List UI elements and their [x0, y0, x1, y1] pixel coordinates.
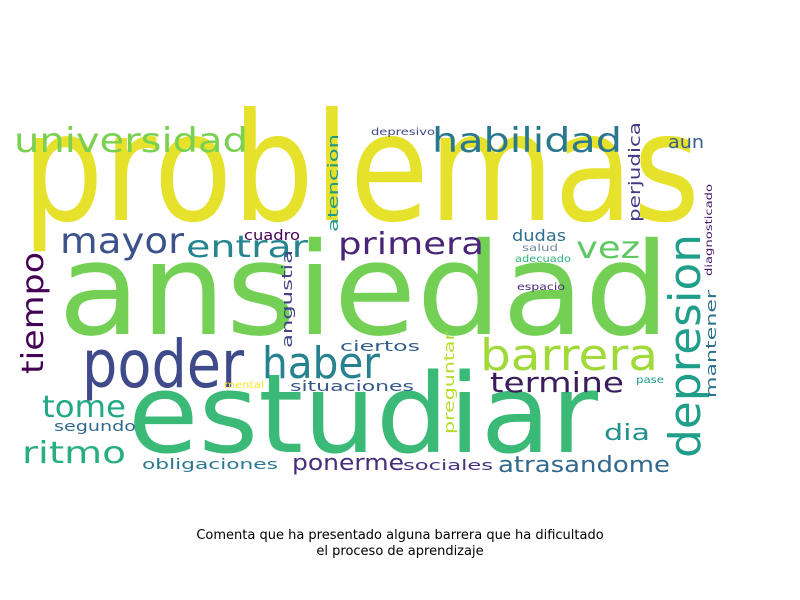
- word-espacio: espacio: [517, 282, 565, 293]
- word-depresivo: depresivo: [371, 127, 435, 138]
- word-cuadro: cuadro: [244, 228, 300, 244]
- word-ciertos: ciertos: [340, 339, 420, 355]
- word-ponerme: ponerme: [292, 451, 404, 476]
- word-primera: primera: [338, 227, 484, 262]
- word-dia: dia: [604, 421, 650, 446]
- word-estudiar: estudiar: [128, 350, 599, 478]
- caption-line-1: Comenta que ha presentado alguna barrera…: [196, 528, 604, 543]
- word-poder: poder: [82, 326, 245, 403]
- word-ansiedad: ansiedad: [58, 216, 670, 365]
- word-tiempo: tiempo: [16, 252, 51, 374]
- word-ritmo: ritmo: [22, 436, 126, 471]
- word-preguntar: preguntar: [442, 332, 458, 434]
- word-obligaciones: obligaciones: [142, 457, 278, 473]
- word-termine: termine: [490, 366, 624, 399]
- word-atrasandome: atrasandome: [498, 453, 670, 478]
- word-perjudica: perjudica: [625, 122, 644, 222]
- word-aun: aun: [668, 132, 704, 153]
- word-depresion: depresion: [660, 234, 711, 458]
- word-mantener: mantener: [704, 290, 720, 398]
- word-diagnosticado: diagnosticado: [704, 184, 715, 276]
- word-haber: haber: [262, 338, 381, 389]
- word-pase: pase: [636, 375, 664, 386]
- word-entrar: entrar: [186, 230, 309, 265]
- caption-line-2: el proceso de aprendizaje: [316, 544, 484, 559]
- word-problemas: problemas: [22, 82, 700, 256]
- word-dudas: dudas: [512, 226, 566, 245]
- word-universidad: universidad: [14, 121, 248, 161]
- word-segundo: segundo: [54, 419, 136, 435]
- word-situaciones: situaciones: [290, 379, 414, 395]
- word-vez: vez: [576, 231, 640, 266]
- figure-caption: Comenta que ha presentado alguna barrera…: [0, 528, 800, 560]
- word-salud: salud: [522, 243, 558, 254]
- word-mayor: mayor: [60, 221, 184, 262]
- word-habilidad: habilidad: [432, 121, 622, 161]
- word-atencion: atencion: [326, 134, 342, 232]
- word-angustia: angustia: [280, 250, 296, 348]
- word-sociales: sociales: [403, 458, 493, 474]
- word-adecuado: adecuado: [515, 254, 571, 265]
- word-barrera: barrera: [480, 330, 658, 381]
- word-mental: mental: [224, 380, 264, 391]
- word-tome: tome: [42, 390, 126, 425]
